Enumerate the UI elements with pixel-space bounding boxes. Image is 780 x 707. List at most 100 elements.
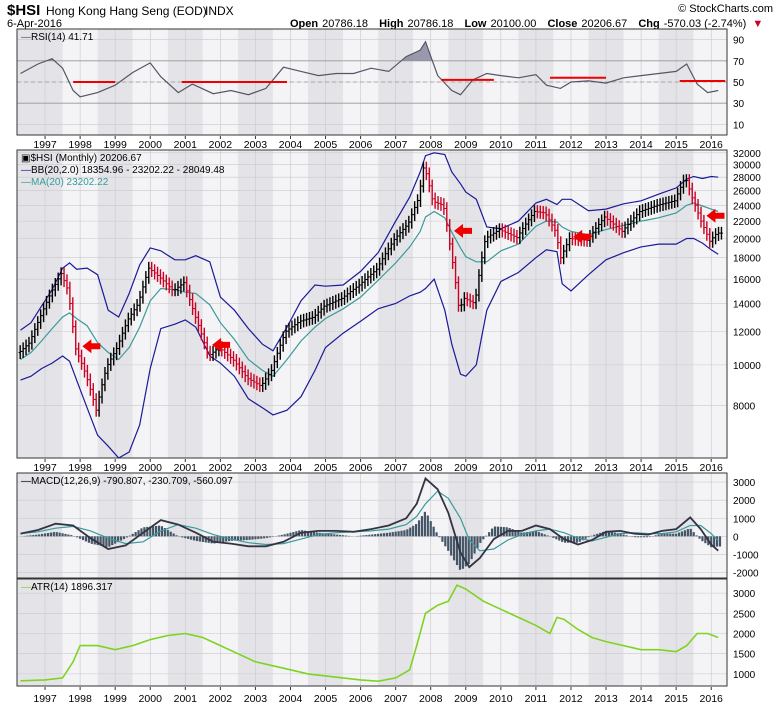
x-tick-label: 2001 [174,693,198,705]
macd-histogram-bar [321,533,324,537]
macd-histogram-bar [26,535,29,537]
x-tick-label: 2004 [279,139,303,151]
x-tick-label: 2008 [419,462,443,474]
macd-histogram-bar [333,534,336,537]
macd-histogram-bar [181,536,184,538]
macd-histogram-bar [637,536,640,538]
x-tick-label: 2000 [139,462,163,474]
x-tick-label: 2007 [384,693,408,705]
price-panel-background [17,150,727,458]
x-axis-top: 1997 1998 1999 2000 2001 2002 2003 2004 2005 2006… [17,136,727,151]
macd-histogram-bar [277,535,280,537]
x-tick-label: 1999 [103,462,127,474]
macd-histogram-bar [715,536,719,547]
y-tick-label: 30 [733,99,745,110]
macd-histogram-bar [561,536,564,542]
x-tick-label: 2016 [700,462,724,474]
macd-histogram-bar [496,526,500,537]
macd-histogram-bar [192,536,196,541]
macd-histogram-bar [698,536,701,539]
bollinger-legend-label: BB(20,2.0) 18354.96 - 23202.22 - 28049.4… [31,165,225,176]
macd-histogram-bar [555,536,558,540]
macd-histogram-bar [692,532,695,537]
macd-histogram-bar [172,533,175,537]
year-band [693,150,727,458]
macd-histogram-bar [160,526,164,537]
macd-histogram-bar [134,532,137,537]
year-band [17,150,63,458]
bollinger-upper-line [20,152,719,352]
macd-histogram-bar [657,534,660,537]
macd-histogram-bar [464,536,467,567]
macd-histogram-bar [341,535,345,537]
price-legend-bar-icon: ▣ [21,153,30,164]
macd-histogram-bar [38,534,41,537]
macd-histogram-bar [336,534,339,537]
macd-histogram-bar [572,536,575,543]
macd-histogram-bar [236,536,239,541]
macd-histogram-bar [309,531,313,537]
macd-histogram-bar [154,525,158,537]
macd-histogram-bar [420,516,424,537]
macd-histogram-bar [239,536,242,541]
macd-histogram-bar [222,536,225,543]
rsi-panel-frame [16,28,728,136]
y-tick-label: 3000 [733,478,756,489]
macd-histogram-bar [152,526,155,537]
macd-histogram-bar [90,536,93,544]
y-tick-label: 10000 [733,361,761,372]
atr-panel-frame [16,578,728,687]
y-tick-label: 16000 [733,275,761,286]
macd-histogram-bar [251,536,254,540]
x-tick-label: 2006 [349,693,373,705]
y-tick-label: 10 [733,120,745,131]
x-tick-label: 2003 [244,462,268,474]
x-tick-label: 2001 [174,139,198,151]
macd-histogram-bar [587,536,590,538]
macd-histogram-bar [666,533,669,537]
macd-histogram-bar [423,511,426,537]
macd-histogram-bar [526,532,529,537]
x-tick-label: 2005 [314,462,338,474]
macd-histogram-bar [438,536,441,538]
x-axis-strip [17,136,727,149]
macd-histogram-bar [634,536,637,538]
x-tick-label: 2002 [209,462,233,474]
macd-histogram-bar [79,536,82,539]
macd-histogram-bar [61,533,64,537]
rsi-legend-swatch-icon: — [21,32,31,43]
macd-histogram-bar [344,535,348,537]
macd-histogram-bar [511,529,514,537]
y-tick-label: 30000 [733,161,761,172]
macd-histogram-bar [339,534,342,537]
macd-histogram-bar [412,525,415,537]
macd-histogram-bar [286,533,289,537]
x-tick-label: 2011 [525,693,548,705]
rsi-line [20,40,719,98]
y-tick-label: 20000 [733,235,761,246]
macd-histogram-bar [447,536,450,551]
x-tick-label: 2014 [629,139,653,151]
macd-histogram-bar [327,533,330,537]
macd-histogram-bar [639,536,643,538]
x-tick-label: 2002 [209,693,233,705]
macd-histogram-bar [426,515,429,537]
y-tick-label: 1000 [733,670,756,681]
macd-histogram-bar [444,536,447,547]
macd-histogram-bar [610,532,613,537]
open-label: Open [290,18,318,30]
macd-histogram-bar [175,535,178,537]
macd-histogram-bar [482,536,485,540]
macd-histogram-bar [461,536,464,569]
macd-histogram-bar [122,536,126,540]
macd-histogram-bar [704,536,707,544]
macd-histogram-bar [46,533,50,537]
exchange-label: INDX [205,4,234,18]
macd-histogram-bar [409,527,412,537]
x-tick-label: 2009 [454,462,478,474]
y-tick-label: 1500 [733,650,756,661]
panel-title: ▣$HSI (Monthly) 20206.67 [21,153,142,164]
macd-histogram-bar [669,533,672,537]
macd-histogram-bar [84,536,88,542]
